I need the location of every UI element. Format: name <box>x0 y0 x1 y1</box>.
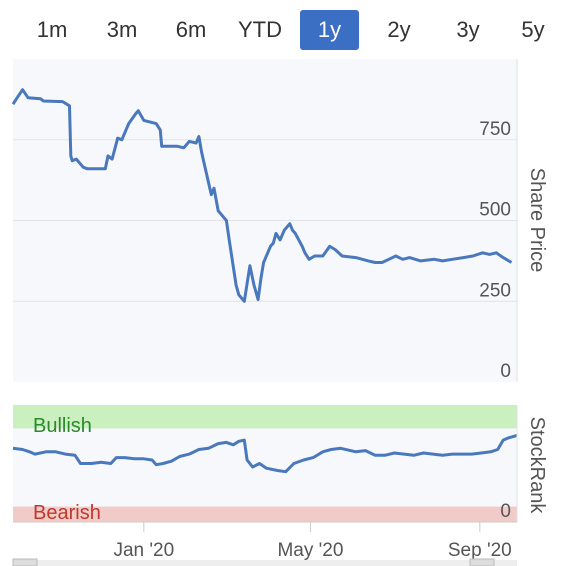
stockrank-y-tick-label: 0 <box>500 501 511 522</box>
price-line <box>11 88 513 303</box>
range-tab-5y[interactable]: 5y <box>521 17 545 42</box>
navigator-handle-left[interactable] <box>12 558 38 566</box>
range-tab-3y[interactable]: 3y <box>456 17 480 42</box>
range-tab-6m[interactable]: 6m <box>175 17 207 42</box>
bearish-label: Bearish <box>33 502 101 524</box>
bullish-band <box>13 405 517 429</box>
bearish-band <box>13 506 517 522</box>
range-tab-ytd[interactable]: YTD <box>238 17 282 42</box>
price-axis-title: Share Price <box>526 168 548 273</box>
x-axis-ticks: Jan '20 May '20 Sep '20 <box>113 522 512 561</box>
range-tab-3m[interactable]: 3m <box>106 17 138 42</box>
stockrank-y-tick-labels: 0 <box>500 501 511 522</box>
price-y-tick-label: 250 <box>479 280 511 301</box>
x-tick-label: Jan '20 <box>113 540 174 561</box>
stockrank-axis-title: StockRank <box>526 417 548 515</box>
bullish-label: Bullish <box>33 415 92 437</box>
range-tab-2y[interactable]: 2y <box>387 17 411 42</box>
price-y-tick-labels: 0 250 500 750 <box>479 119 511 382</box>
range-tabs: 1m 3m 6m YTD 1y 2y 3y 5y <box>0 0 561 56</box>
x-tick-label: May '20 <box>277 540 343 561</box>
price-gridlines <box>13 139 517 302</box>
x-tick-label: Sep '20 <box>448 540 512 561</box>
price-y-tick-label: 750 <box>479 119 511 140</box>
navigator-handle-right[interactable] <box>469 558 495 566</box>
navigator-track[interactable] <box>13 560 517 566</box>
price-y-tick-label: 0 <box>500 361 511 382</box>
price-y-tick-label: 500 <box>479 200 511 221</box>
range-tab-1m[interactable]: 1m <box>36 17 68 42</box>
range-tab-1y[interactable]: 1y <box>300 10 359 50</box>
stockrank-line <box>12 433 518 474</box>
